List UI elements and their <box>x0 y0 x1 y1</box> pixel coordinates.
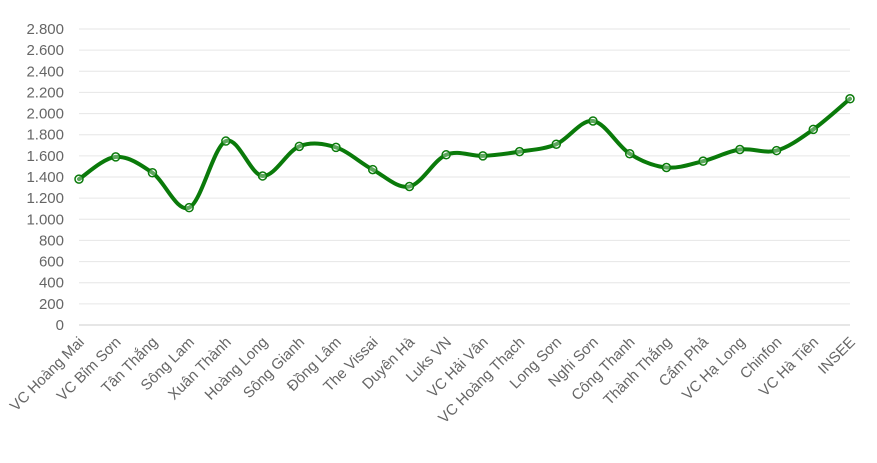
y-tick-label: 400 <box>39 275 64 292</box>
y-tick-label: 2.600 <box>26 42 64 59</box>
y-tick-label: 800 <box>39 232 64 249</box>
data-point[interactable] <box>74 174 84 184</box>
y-tick-label: 2.200 <box>26 84 64 101</box>
y-tick-label: 0 <box>56 317 64 334</box>
data-point[interactable] <box>331 142 341 153</box>
data-point[interactable] <box>147 168 158 178</box>
y-tick-label: 600 <box>39 254 64 271</box>
data-point[interactable] <box>514 146 525 157</box>
data-point[interactable] <box>735 144 745 155</box>
data-point[interactable] <box>441 150 451 160</box>
data-point[interactable] <box>221 136 231 146</box>
y-tick-label: 1.000 <box>26 211 64 228</box>
y-tick-label: 2.800 <box>26 21 64 38</box>
data-point[interactable] <box>588 116 598 126</box>
data-point[interactable] <box>184 202 194 213</box>
y-tick-label: 1.800 <box>26 127 64 144</box>
y-tick-label: 2.400 <box>26 63 64 80</box>
y-axis: 0 200 400 600 800 1.000 1.200 1.400 1.600 1.800 2.… <box>26 21 64 334</box>
grid-lines <box>79 28 850 305</box>
data-point[interactable] <box>551 139 562 149</box>
data-point[interactable] <box>845 94 855 104</box>
data-point[interactable] <box>294 141 305 152</box>
data-point[interactable] <box>404 181 415 192</box>
data-point[interactable] <box>624 148 635 159</box>
data-point[interactable] <box>257 171 268 181</box>
data-point[interactable] <box>478 151 488 161</box>
y-tick-label: 2.000 <box>26 106 64 123</box>
y-tick-label: 1.200 <box>26 190 64 207</box>
data-point[interactable] <box>110 152 121 162</box>
data-point[interactable] <box>698 156 708 166</box>
data-point[interactable] <box>771 145 782 156</box>
data-point[interactable] <box>808 124 819 135</box>
y-tick-label: 200 <box>39 296 64 313</box>
series-line <box>77 96 852 211</box>
y-tick-label: 1.400 <box>26 169 64 186</box>
y-tick-label: 1.600 <box>26 148 64 165</box>
series-group <box>74 94 855 213</box>
data-point[interactable] <box>661 162 672 173</box>
x-tick-label: INSEE <box>815 334 859 378</box>
data-point[interactable] <box>367 164 378 175</box>
